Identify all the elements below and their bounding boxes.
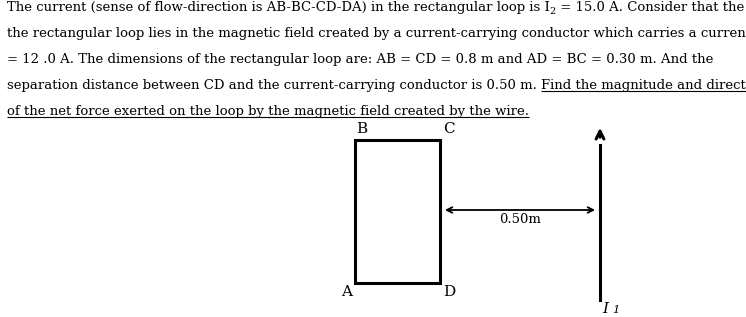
Text: I: I <box>602 302 608 316</box>
Text: = 15.0 A. Consider that the: = 15.0 A. Consider that the <box>556 1 745 14</box>
Text: The current (sense of flow-direction is AB-BC-CD-DA) in the rectangular loop is : The current (sense of flow-direction is … <box>7 1 550 14</box>
Text: D: D <box>443 285 455 299</box>
Text: separation distance between CD and the current-carrying conductor is 0.50 m.: separation distance between CD and the c… <box>7 79 541 92</box>
Text: = 12 .0 A. The dimensions of the rectangular loop are: AB = CD = 0.8 m and AD = : = 12 .0 A. The dimensions of the rectang… <box>7 53 713 66</box>
Text: 1: 1 <box>612 305 619 315</box>
Text: 0.50m: 0.50m <box>499 213 541 226</box>
Text: Find the magnitude and direction: Find the magnitude and direction <box>541 79 746 92</box>
Text: the rectangular loop lies in the magnetic field created by a current-carrying co: the rectangular loop lies in the magneti… <box>7 27 746 40</box>
Text: B: B <box>356 122 367 136</box>
Bar <box>355 140 440 283</box>
Text: C: C <box>443 122 454 136</box>
Text: A: A <box>341 285 352 299</box>
Text: of the net force exerted on the loop by the magnetic field created by the wire.: of the net force exerted on the loop by … <box>7 105 529 118</box>
Text: 2: 2 <box>550 7 556 16</box>
